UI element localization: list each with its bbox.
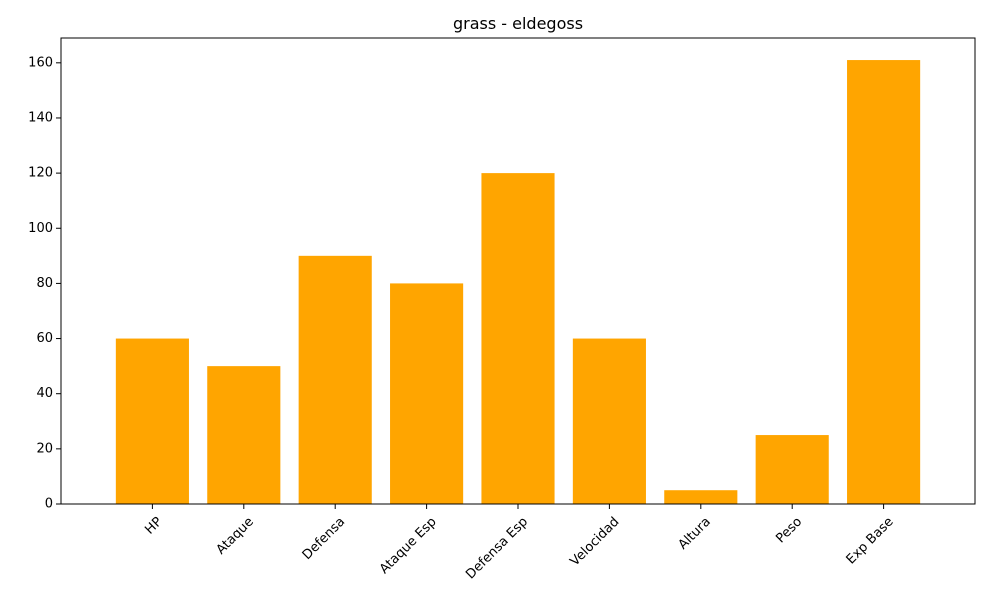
bar-altura xyxy=(664,490,738,504)
y-tick-label-120: 120 xyxy=(28,166,53,181)
y-tick-label-0: 0 xyxy=(45,497,53,512)
y-tick-label-80: 80 xyxy=(36,276,53,291)
x-tick-label-defensa: Defensa xyxy=(300,514,348,562)
chart-title: grass - eldegoss xyxy=(453,14,583,33)
bar-hp xyxy=(115,338,189,504)
bar-defensa-esp xyxy=(481,173,555,504)
x-tick-label-defensa-esp: Defensa Esp xyxy=(463,514,531,582)
bar-defensa xyxy=(298,255,372,504)
x-axis: HP Ataque Defensa Ataque Esp Defensa Esp Velo… xyxy=(142,504,897,582)
bar-ataque-esp xyxy=(390,283,464,504)
x-tick-label-peso: Peso xyxy=(773,514,805,546)
y-tick-label-140: 140 xyxy=(28,110,53,125)
bar-peso xyxy=(755,435,829,504)
bar-velocidad xyxy=(572,338,646,504)
bar-exp-base xyxy=(847,60,921,504)
x-tick-label-hp: HP xyxy=(142,514,165,537)
x-tick-label-exp-base: Exp Base xyxy=(844,514,897,567)
y-tick-label-20: 20 xyxy=(36,441,53,456)
x-tick-label-ataque: Ataque xyxy=(214,514,257,557)
x-tick-label-velocidad: Velocidad xyxy=(568,514,623,569)
y-axis: 0 20 40 60 80 100 120 140 160 xyxy=(28,55,61,512)
plot-frame xyxy=(60,37,976,505)
y-tick-label-60: 60 xyxy=(36,331,53,346)
y-tick-label-40: 40 xyxy=(36,386,53,401)
bars-group xyxy=(115,60,921,504)
y-tick-label-160: 160 xyxy=(28,55,53,70)
bar-ataque xyxy=(207,366,281,504)
x-tick-label-ataque-esp: Ataque Esp xyxy=(377,514,440,577)
x-tick-label-altura: Altura xyxy=(676,514,714,552)
y-tick-label-100: 100 xyxy=(28,221,53,236)
